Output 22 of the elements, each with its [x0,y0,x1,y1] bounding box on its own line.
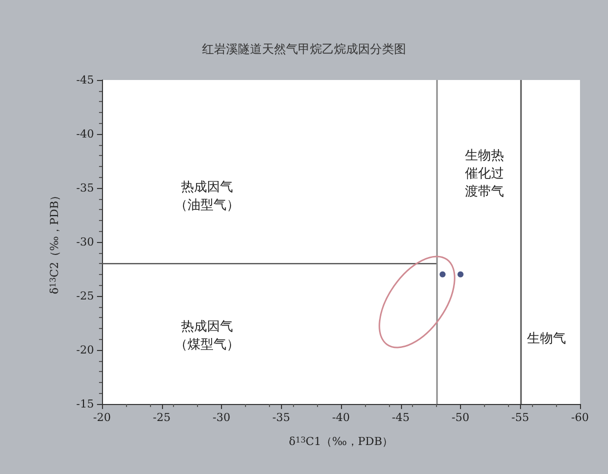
x-tick-label: -55 [511,411,530,424]
annotation: 热成因气（油型气） [174,180,240,214]
y-tick-label: -25 [76,290,94,302]
y-tick-label: -40 [76,128,94,140]
y-tick-label: -35 [76,182,94,194]
y-axis-title: δ13C2（‰，PDB） [48,190,61,294]
y-tick-label: -20 [76,344,94,356]
x-tick-label: -40 [332,411,350,424]
x-tick-label: -35 [272,411,290,424]
x-tick-label: -20 [93,411,111,424]
x-tick-label: -30 [212,411,230,424]
x-tick-label: -25 [152,411,171,424]
x-tick-label: -60 [571,411,589,424]
x-tick-label: -50 [452,411,470,424]
annotation: 生物气 [527,332,566,347]
annotation: 生物热催化过渡带气 [464,148,504,200]
chart-title: 红岩溪隧道天然气甲烷乙烷成因分类图 [202,42,406,56]
x-tick-label: -45 [392,411,410,424]
annotation: 热成因气（煤型气） [174,319,240,352]
y-tick-label: -15 [76,398,94,410]
y-tick-label: -30 [76,236,94,248]
y-tick-label: -45 [76,74,94,86]
